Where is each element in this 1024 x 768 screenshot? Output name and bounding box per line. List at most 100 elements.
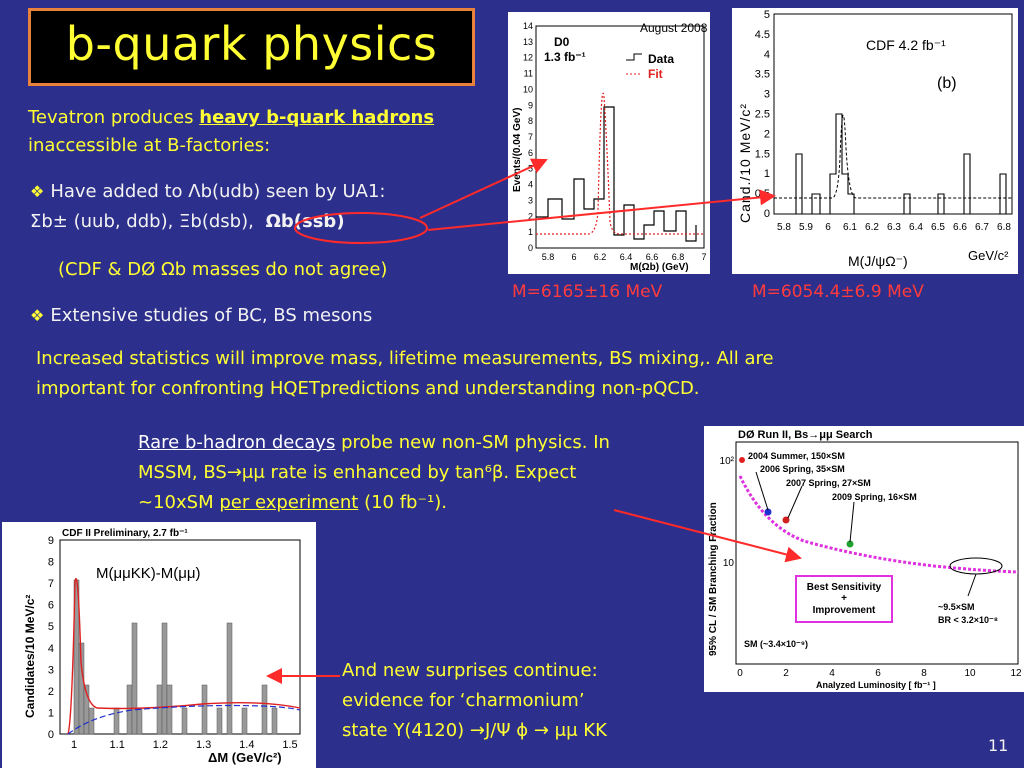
cdf-omega-x-tick-label: 5.8 — [777, 222, 791, 233]
bullet2-text: Extensive studies of BC, BS mesons — [50, 305, 373, 326]
bsmumu-x-tick-label: 2 — [783, 668, 789, 679]
cdf-omega-x-tick-label: 6.7 — [975, 222, 989, 233]
bsmumu-x-tick-label: 12 — [1010, 668, 1022, 679]
cdf-omega-histogram — [774, 113, 1007, 215]
d0-frame — [535, 25, 705, 249]
cdf-omega-xunit: GeV/c² — [968, 248, 1009, 263]
d0-experiment: D0 — [554, 35, 570, 49]
bsmumu-label-2004: 2004 Summer, 150×SM — [748, 451, 845, 461]
intro-suffix: inaccessible at B-factories: — [28, 135, 271, 156]
surprise-line3: state Y(4120) →J/Ψ ϕ → μμ KK — [342, 720, 607, 741]
cdf-y-y-tick-label: 8 — [48, 557, 54, 569]
rare-line3-post: (10 fb⁻¹). — [358, 492, 447, 513]
cdf-omega-x-tick-label: 6.2 — [865, 222, 879, 233]
bsmumu-arrow-2009 — [849, 501, 855, 543]
bsmumu-yticks: 10² 10 — [720, 456, 735, 569]
cdf-omega-y-tick-label: 3.5 — [755, 69, 770, 81]
d0-y-tick-label: 6 — [528, 148, 533, 158]
rare-decays-text: Rare b-hadron decays probe new non-SM ph… — [138, 428, 708, 518]
cdf-y-ylabel: Candidates/10 MeV/c² — [23, 595, 37, 718]
per-experiment-link[interactable]: per experiment — [219, 492, 359, 513]
bsmumu-point-2009 — [846, 540, 854, 548]
cdf-y-x-tick-label: 1 — [71, 739, 77, 751]
d0-y-tick-label: 14 — [523, 21, 533, 31]
bsmumu-x-tick-label: 10 — [964, 668, 976, 679]
cdf-y-x-tick-label: 1.2 — [153, 739, 168, 751]
cdf-y-y-tick-label: 7 — [48, 578, 54, 590]
bsmumu-y-tick-label: 10² — [720, 456, 735, 467]
d0-y-tick-label: 10 — [523, 84, 533, 94]
surprise-line2: evidence for ‘charmonium’ — [342, 690, 585, 711]
bsmumu-label-2007: 2007 Spring, 27×SM — [786, 478, 871, 488]
bullet1-line2: Σb± (uub, ddb), Ξb(dsb), — [30, 211, 254, 232]
d0-y-tick-label: 7 — [528, 132, 533, 142]
mass-label-d0: M=6165±16 MeV — [512, 282, 663, 302]
bsmumu-y-tick-label: 10 — [723, 558, 735, 569]
cdf-omega-y-tick-label: 0.5 — [755, 188, 770, 200]
cdf-y-background — [67, 704, 301, 735]
d0-y-tick-label: 0 — [528, 243, 533, 253]
cdf-omega-x-tick-label: 6.8 — [997, 222, 1011, 233]
cdf-omega-yticks: 0 0.5 1 1.5 2 2.5 3 3.5 4 4.5 5 — [755, 9, 770, 220]
bsmumu-proj-line1: ~9.5×SM — [938, 602, 975, 612]
cdf-y-header: CDF II Preliminary, 2.7 fb⁻¹ — [62, 528, 188, 539]
cdf-y-y-tick-label: 1 — [48, 707, 54, 719]
cdf-omega-xlabel: M(J/ψΩ⁻) — [848, 253, 908, 269]
d0-y-tick-label: 2 — [528, 211, 533, 221]
d0-y-tick-label: 3 — [528, 195, 533, 205]
d0-x-tick-label: 6 — [571, 252, 576, 262]
cdf-omega-x-tick-label: 6.4 — [909, 222, 923, 233]
cdf-omega-x-tick-label: 6.3 — [887, 222, 901, 233]
title-box: b-quark physics — [28, 8, 475, 86]
rare-line2: MSSM, BS→μμ rate is enhanced by tan⁶β. E… — [138, 462, 577, 483]
cdf-omega-xticks: 5.8 5.9 6 6.1 6.2 6.3 6.4 6.5 6.6 6.7 6.8 — [777, 222, 1011, 233]
bsmumu-x-tick-label: 6 — [875, 668, 881, 679]
d0-y-tick-label: 13 — [523, 37, 533, 47]
d0-bsmumu-plot: DØ Run II, Bs→μμ Search 95% CL / SM Bran… — [704, 426, 1024, 692]
bullet-marker-icon: ❖ — [30, 182, 45, 201]
rare-line1-rest: probe new non-SM physics. In — [335, 432, 610, 453]
cdf-y-annotation: M(μμKK)-M(μμ) — [96, 565, 201, 582]
cdf-y-xlabel: ΔM (GeV/c²) — [208, 750, 282, 765]
cdf-y-fit — [67, 577, 301, 735]
bullet1-line2-row: Σb± (uub, ddb), Ξb(dsb), Ωb(ssb) — [30, 210, 430, 234]
d0-ylabel: Events/(0.04 GeV) — [512, 108, 523, 192]
cdf-y-y-tick-label: 6 — [48, 600, 54, 612]
cdf-omega-fit — [774, 114, 1012, 199]
d0-legend-fit: Fit — [648, 67, 663, 81]
paragraph-line2: important for confronting HQETprediction… — [36, 378, 700, 399]
d0-y-tick-label: 5 — [528, 164, 533, 174]
cdf-y-x-tick-label: 1.3 — [196, 739, 211, 751]
d0-y-tick-label: 12 — [523, 53, 533, 63]
bullet-marker-icon: ❖ — [30, 306, 45, 325]
bsmumu-x-tick-label: 8 — [921, 668, 927, 679]
bsmumu-sm-label: SM (~3.4×10⁻⁹) — [744, 639, 808, 649]
intro-highlight: heavy b-quark hadrons — [199, 107, 435, 128]
cdf-y-y-tick-label: 3 — [48, 664, 54, 676]
cdf-y-plot: CDF II Preliminary, 2.7 fb⁻¹ M(μμKK)-M(μ… — [2, 522, 316, 768]
bullet1-line1: Have added to Λb(udb) seen by UA1: — [50, 181, 386, 202]
cdf-y-x-tick-label: 1.1 — [110, 739, 125, 751]
cdf-y-frame — [59, 539, 301, 735]
d0-y-tick-label: 1 — [528, 227, 533, 237]
bsmumu-proj-line2: BR < 3.2×10⁻⁸ — [938, 615, 998, 625]
bsmumu-sensitivity-box — [795, 575, 893, 623]
rare-line3-pre: ~10xSM — [138, 492, 220, 513]
cdf-omega-b-plot: CDF 4.2 fb⁻¹ (b) Cand./10 MeV/c² M(J/ψΩ⁻… — [732, 8, 1018, 274]
d0-xlabel: M(Ωb) (GeV) — [630, 262, 689, 273]
cdf-omega-panel: (b) — [937, 75, 957, 92]
intro-text: Tevatron produces heavy b-quark hadrons … — [28, 104, 448, 160]
cdf-omega-y-tick-label: 1.5 — [755, 148, 770, 160]
cdf-omega-x-tick-label: 6.5 — [931, 222, 945, 233]
bsmumu-label-2006: 2006 Spring, 35×SM — [760, 464, 845, 474]
cdf-omega-x-tick-label: 6.1 — [843, 222, 857, 233]
d0-x-tick-label: 6.6 — [646, 252, 659, 262]
bullet-2: ❖ Extensive studies of BC, BS mesons — [30, 304, 372, 328]
bsmumu-point-2004 — [739, 457, 745, 463]
d0-xticks: 5.8 6 6.2 6.4 6.6 6.8 7 — [542, 252, 707, 262]
bsmumu-xlabel: Analyzed Luminosity [ fb⁻¹ ] — [816, 680, 936, 690]
slide-title: b-quark physics — [65, 17, 438, 71]
rare-decays-link[interactable]: Rare b-hadron decays — [138, 432, 336, 453]
bsmumu-projection-curve — [738, 475, 1019, 574]
cdf-y-y-tick-label: 5 — [48, 621, 54, 633]
